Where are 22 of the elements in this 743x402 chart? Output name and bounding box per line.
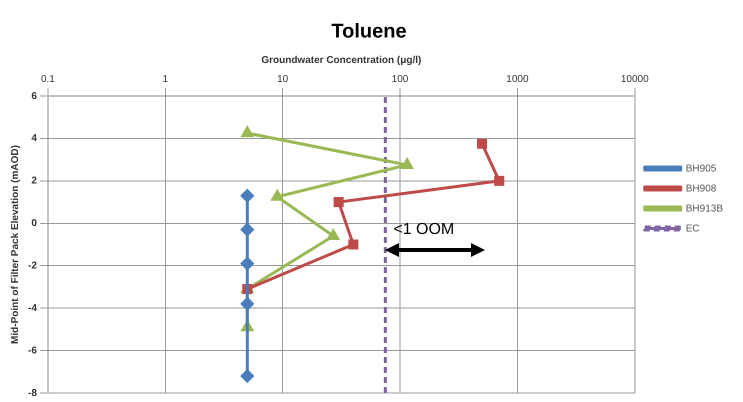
y-tick-label: -4 xyxy=(28,302,38,314)
y-tick-label: 6 xyxy=(31,90,38,102)
x-tick-label: 1 xyxy=(162,74,168,85)
x-tick-label: 10 xyxy=(277,74,289,85)
x-tick-label: 10000 xyxy=(620,74,650,85)
legend-label: BH913B xyxy=(686,203,724,214)
x-axis-title: Groundwater Concentration (μg/l) xyxy=(261,54,422,66)
y-tick-label: 0 xyxy=(31,218,38,230)
y-tick-label: -8 xyxy=(28,388,38,399)
legend-label: BH905 xyxy=(686,163,717,174)
x-tick-label: 1000 xyxy=(506,74,529,85)
legend-label: EC xyxy=(686,223,700,234)
y-axis-title: Mid-Point of Filter Pack Elevation (mAOD) xyxy=(10,145,21,344)
x-tick-label: 0.1 xyxy=(40,74,56,85)
y-tick-label: -6 xyxy=(28,345,38,356)
annotation: <1 OOM xyxy=(393,221,454,238)
legend-label: BH908 xyxy=(686,183,717,194)
y-tick-label: 4 xyxy=(31,133,38,144)
chart-title: Toluene xyxy=(331,20,407,43)
x-tick-label: 100 xyxy=(392,74,409,85)
y-tick-label: 2 xyxy=(31,176,38,187)
y-tick-label: -2 xyxy=(28,260,38,272)
